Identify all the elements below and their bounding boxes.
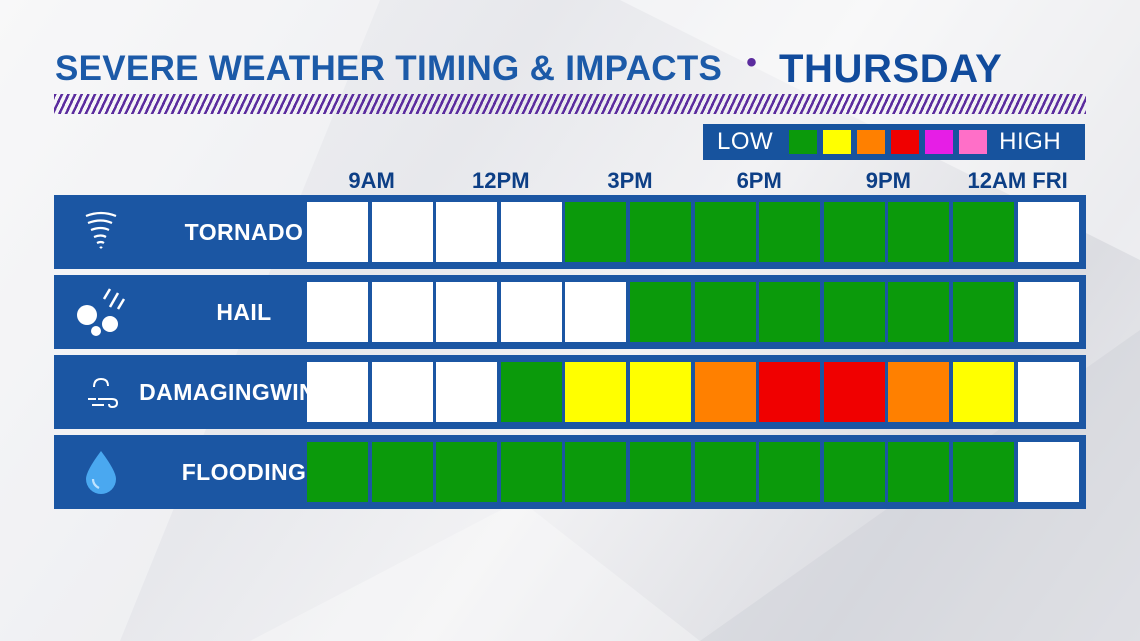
impact-cell <box>888 442 950 502</box>
impact-cell <box>371 202 433 262</box>
impact-cell <box>759 282 821 342</box>
time-label: 9PM <box>865 168 912 193</box>
impact-cell <box>630 202 691 262</box>
time-label: 3PM <box>607 168 653 193</box>
tornado-icon <box>74 205 128 259</box>
row-label: TORNADO <box>184 219 304 245</box>
wind-icon <box>74 365 128 419</box>
legend-swatch-2 <box>823 130 852 154</box>
impact-cell <box>500 442 562 502</box>
impact-cell <box>436 202 498 262</box>
impact-cell <box>630 282 691 342</box>
impact-cell <box>1017 442 1079 502</box>
impact-cell <box>888 362 950 422</box>
impact-cell <box>565 362 627 422</box>
page-title: SEVERE WEATHER TIMING & IMPACTS • THURSD… <box>55 44 1002 94</box>
legend-high-label: HIGH <box>999 128 1062 155</box>
impact-cell <box>759 202 821 262</box>
impact-cell <box>694 202 756 262</box>
row-hail: HAIL <box>54 275 1086 349</box>
impact-cell <box>371 282 433 342</box>
impact-cell <box>823 362 885 422</box>
hail-icon <box>74 285 128 339</box>
impact-cell <box>1017 282 1079 342</box>
row-label: HAIL <box>216 299 272 325</box>
impact-cell <box>953 442 1014 502</box>
impact-cell <box>371 442 433 502</box>
impact-cell <box>823 202 885 262</box>
impact-cell <box>630 362 691 422</box>
impact-cell <box>953 282 1014 342</box>
title-separator: • <box>746 46 758 79</box>
row-flooding: FLOODING <box>54 435 1086 509</box>
impact-cell <box>307 202 368 262</box>
impact-cell <box>888 202 950 262</box>
impact-cell <box>371 362 433 422</box>
legend-swatch-4 <box>891 130 920 154</box>
impact-cell <box>953 202 1014 262</box>
impact-cell <box>307 282 368 342</box>
impact-cell <box>823 282 885 342</box>
impact-cell <box>694 282 756 342</box>
legend-low-label: LOW <box>717 128 774 155</box>
impact-cell <box>694 362 756 422</box>
time-label: 9AM <box>348 168 395 193</box>
impact-cell <box>500 202 562 262</box>
impact-cell <box>1017 362 1079 422</box>
row-tornado: TORNADO <box>54 195 1086 269</box>
impact-cell <box>436 442 498 502</box>
impact-cell <box>694 442 756 502</box>
impact-cell <box>500 282 562 342</box>
time-label: 12PM <box>472 168 530 193</box>
title-underline-stripe <box>54 94 1086 114</box>
impact-cell <box>759 362 821 422</box>
row-label: FLOODING <box>181 459 307 485</box>
time-label: 6PM <box>736 168 782 193</box>
impact-cell <box>823 442 885 502</box>
impact-cell <box>307 362 368 422</box>
impact-cell <box>436 362 498 422</box>
legend-swatch-1 <box>789 130 818 154</box>
intensity-legend: LOW HIGH <box>703 124 1085 160</box>
legend-swatch-5 <box>925 130 954 154</box>
impact-cell <box>436 282 498 342</box>
row-damaging-winds: DAMAGINGWINDS <box>54 355 1086 429</box>
impact-cell <box>759 442 821 502</box>
impact-cell <box>565 282 627 342</box>
impact-cell <box>888 282 950 342</box>
impact-cell <box>307 442 368 502</box>
impact-cell <box>565 442 627 502</box>
legend-swatches <box>789 130 988 154</box>
legend-swatch-6 <box>959 130 988 154</box>
impact-cell <box>953 362 1014 422</box>
impact-cell <box>1017 202 1079 262</box>
time-label: 12AM FRI <box>967 168 1068 193</box>
raindrop-icon <box>74 445 128 499</box>
legend-swatch-3 <box>857 130 886 154</box>
time-axis: 9AM 12PM 3PM 6PM 9PM 12AM FRI <box>300 168 1090 198</box>
impact-cell <box>500 362 562 422</box>
impact-cell <box>565 202 627 262</box>
title-day: THURSDAY <box>779 46 1003 91</box>
title-main: SEVERE WEATHER TIMING & IMPACTS <box>55 49 723 88</box>
impact-cell <box>630 442 691 502</box>
